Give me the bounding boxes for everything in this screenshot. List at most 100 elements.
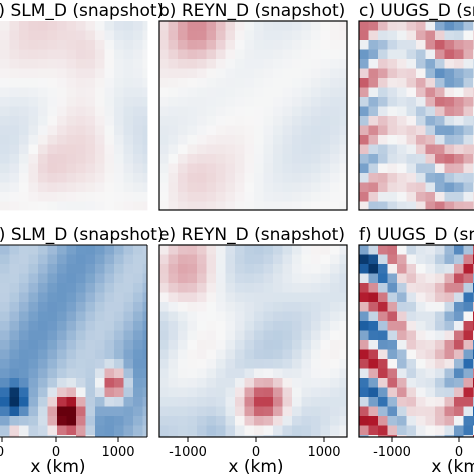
- heatmap-cell: [85, 30, 96, 41]
- heatmap-cell: [435, 192, 445, 202]
- heatmap-cell: [123, 378, 134, 388]
- heatmap-cell: [368, 359, 379, 369]
- heatmap-cell: [463, 311, 474, 322]
- heatmap-cell: [133, 173, 143, 183]
- heatmap-cell: [76, 68, 86, 79]
- heatmap-cell: [311, 340, 321, 350]
- heatmap-cell: [0, 144, 10, 155]
- heatmap-cell: [168, 435, 179, 438]
- heatmap-cell: [301, 78, 312, 88]
- heatmap-cell: [206, 154, 217, 164]
- heatmap-cell: [142, 416, 148, 426]
- heatmap-cell: [359, 406, 369, 417]
- heatmap-cell: [254, 368, 264, 379]
- heatmap-cell: [320, 359, 331, 369]
- heatmap-cell: [292, 330, 302, 341]
- heatmap-cell: [95, 330, 105, 341]
- heatmap-cell: [435, 30, 445, 41]
- heatmap-cell: [76, 154, 86, 164]
- heatmap-cell: [123, 359, 134, 369]
- heatmap-cell: [114, 283, 124, 293]
- heatmap-cell: [178, 163, 188, 174]
- heatmap-cell: [178, 406, 188, 417]
- heatmap-cell: [378, 340, 388, 350]
- heatmap-cell: [206, 116, 217, 126]
- heatmap-cell: [57, 264, 67, 274]
- heatmap-cell: [178, 273, 188, 284]
- heatmap-cell: [320, 416, 331, 426]
- heatmap-cell: [159, 21, 169, 31]
- heatmap-cell: [301, 97, 312, 107]
- heatmap-cell: [95, 49, 105, 60]
- heatmap-cell: [225, 359, 236, 369]
- heatmap-cell: [425, 30, 436, 41]
- heatmap-cell: [339, 416, 348, 426]
- heatmap-cell: [406, 106, 417, 117]
- heatmap-cell: [0, 359, 10, 369]
- heatmap-cell: [320, 173, 331, 183]
- heatmap-cell: [95, 135, 105, 145]
- heatmap-cell: [397, 182, 407, 193]
- heatmap-cell: [339, 292, 348, 303]
- heatmap-cell: [187, 192, 198, 202]
- heatmap-cell: [66, 397, 77, 407]
- heatmap-cell: [339, 387, 348, 398]
- heatmap-cell: [168, 302, 179, 312]
- heatmap-cell: [95, 302, 105, 312]
- heatmap-cell: [76, 144, 86, 155]
- heatmap-cell: [292, 321, 302, 331]
- heatmap-cell: [454, 144, 464, 155]
- heatmap-cell: [273, 87, 283, 98]
- heatmap-cell: [244, 397, 255, 407]
- heatmap-cell: [168, 387, 179, 398]
- heatmap-cell: [57, 321, 67, 331]
- heatmap-cell: [168, 87, 179, 98]
- heatmap-cell: [301, 302, 312, 312]
- heatmap-cell: [133, 87, 143, 98]
- heatmap-cell: [142, 182, 148, 193]
- heatmap-cell: [254, 116, 264, 126]
- heatmap-cell: [454, 87, 464, 98]
- heatmap-cell: [368, 378, 379, 388]
- heatmap-cell: [359, 163, 369, 174]
- heatmap-cell: [416, 340, 426, 350]
- heatmap-cell: [66, 283, 77, 293]
- heatmap-cell: [85, 245, 96, 255]
- heatmap-cell: [95, 416, 105, 426]
- heatmap-cell: [19, 330, 29, 341]
- heatmap-cell: [378, 49, 388, 60]
- heatmap-cell: [76, 182, 86, 193]
- heatmap-cell: [339, 368, 348, 379]
- heatmap-cell: [28, 302, 39, 312]
- heatmap-cell: [311, 116, 321, 126]
- heatmap-cell: [66, 78, 77, 88]
- heatmap-cell: [330, 40, 340, 50]
- heatmap-cell: [57, 311, 67, 322]
- heatmap-cell: [282, 49, 293, 60]
- heatmap-cell: [416, 330, 426, 341]
- heatmap-cell: [311, 245, 321, 255]
- heatmap-cell: [378, 321, 388, 331]
- heatmap-cell: [301, 416, 312, 426]
- heatmap-cell: [85, 163, 96, 174]
- heatmap-cell: [463, 154, 474, 164]
- heatmap-cell: [95, 378, 105, 388]
- heatmap-cell: [225, 59, 236, 69]
- heatmap-cell: [330, 340, 340, 350]
- heatmap-cell: [85, 264, 96, 274]
- heatmap-cell: [123, 321, 134, 331]
- heatmap-cell: [397, 125, 407, 136]
- heatmap-cell: [387, 59, 398, 69]
- heatmap-cell: [311, 135, 321, 145]
- heatmap-cell: [47, 416, 58, 426]
- heatmap-cell: [301, 30, 312, 41]
- heatmap-cell: [197, 135, 207, 145]
- heatmap-cell: [397, 135, 407, 145]
- heatmap-cell: [133, 273, 143, 284]
- heatmap-cell: [104, 182, 115, 193]
- heatmap-cell: [406, 340, 417, 350]
- heatmap-cell: [85, 116, 96, 126]
- heatmap-cell: [435, 154, 445, 164]
- heatmap-cell: [225, 135, 236, 145]
- heatmap-cell: [85, 21, 96, 31]
